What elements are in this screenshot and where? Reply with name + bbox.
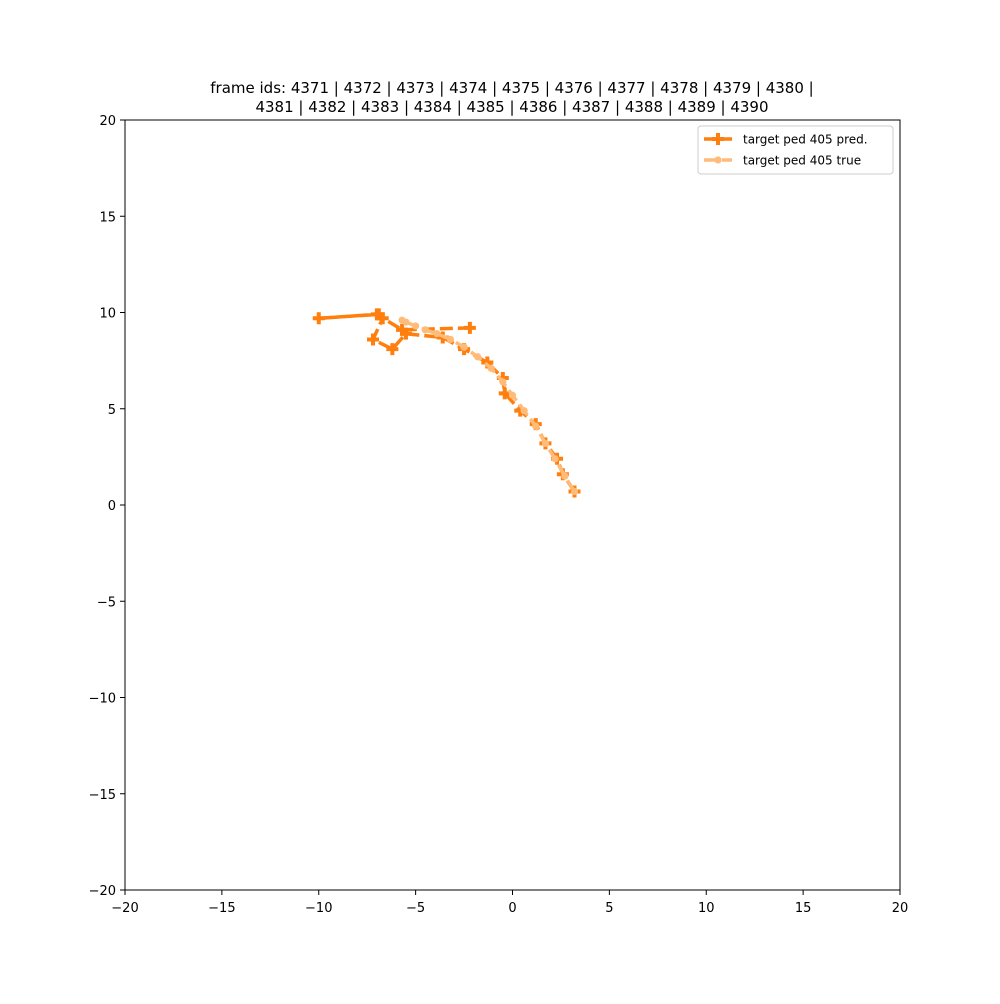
chart-title-line-2: 4381 | 4382 | 4383 | 4384 | 4385 | 4386 … <box>255 98 768 116</box>
series-2-point-1 <box>570 487 579 496</box>
legend-marker <box>712 133 724 145</box>
series-2-point-6 <box>520 407 528 415</box>
series-2-point-13 <box>433 330 441 338</box>
y-tick-label: 5 <box>108 403 116 418</box>
series-1-point-13 <box>386 343 399 356</box>
y-tick-label: 15 <box>99 210 116 225</box>
x-tick-label: −20 <box>111 901 138 916</box>
legend-item-2: target ped 405 true <box>704 154 861 168</box>
series-2-point-12 <box>446 335 455 344</box>
series-2-point-15 <box>412 322 420 330</box>
y-tick-label: 10 <box>99 307 116 322</box>
x-tick-label: −5 <box>406 901 425 916</box>
series-2-point-11 <box>460 343 468 351</box>
y-tick-label: 0 <box>108 499 116 514</box>
y-tick-label: −20 <box>89 884 116 899</box>
legend-label: target ped 405 pred. <box>743 133 868 147</box>
series-1-point-14 <box>367 333 379 346</box>
legend-marker <box>714 156 722 164</box>
series-2-point-3 <box>551 455 559 463</box>
series-2-point-4 <box>541 439 550 447</box>
x-tick-label: 20 <box>892 901 909 916</box>
x-tick-label: −15 <box>208 901 235 916</box>
series-1-point-17 <box>312 312 325 325</box>
legend-item-1: target ped 405 pred. <box>704 133 868 147</box>
series-2-point-8 <box>499 378 507 386</box>
series-2-point-9 <box>487 364 495 372</box>
series-2-point-17 <box>398 316 406 324</box>
chart-title-line-1: frame ids: 4371 | 4372 | 4373 | 4374 | 4… <box>210 79 813 97</box>
y-tick-label: 20 <box>99 114 116 129</box>
x-tick-label: 15 <box>795 901 812 916</box>
series-1-point-19 <box>396 323 409 336</box>
x-tick-label: 0 <box>508 901 516 916</box>
x-tick-label: 10 <box>698 901 715 916</box>
y-tick-label: −10 <box>89 692 116 707</box>
series-1-point-20 <box>463 321 476 334</box>
y-tick-label: −15 <box>89 788 116 803</box>
y-tick-label: −5 <box>97 595 116 610</box>
x-tick-label: 5 <box>605 901 613 916</box>
series-1-point-7 <box>498 387 511 400</box>
series-2-point-5 <box>532 422 540 430</box>
series-2-point-10 <box>474 353 482 361</box>
series-2-point-7 <box>508 391 517 399</box>
legend-box <box>697 125 894 175</box>
series-2 <box>398 316 579 496</box>
legend-label: target ped 405 true <box>743 154 861 168</box>
series-2-point-2 <box>561 472 569 480</box>
series-1-point-18 <box>370 308 383 321</box>
series-2-point-14 <box>421 326 429 334</box>
x-tick-label: −10 <box>305 901 332 916</box>
